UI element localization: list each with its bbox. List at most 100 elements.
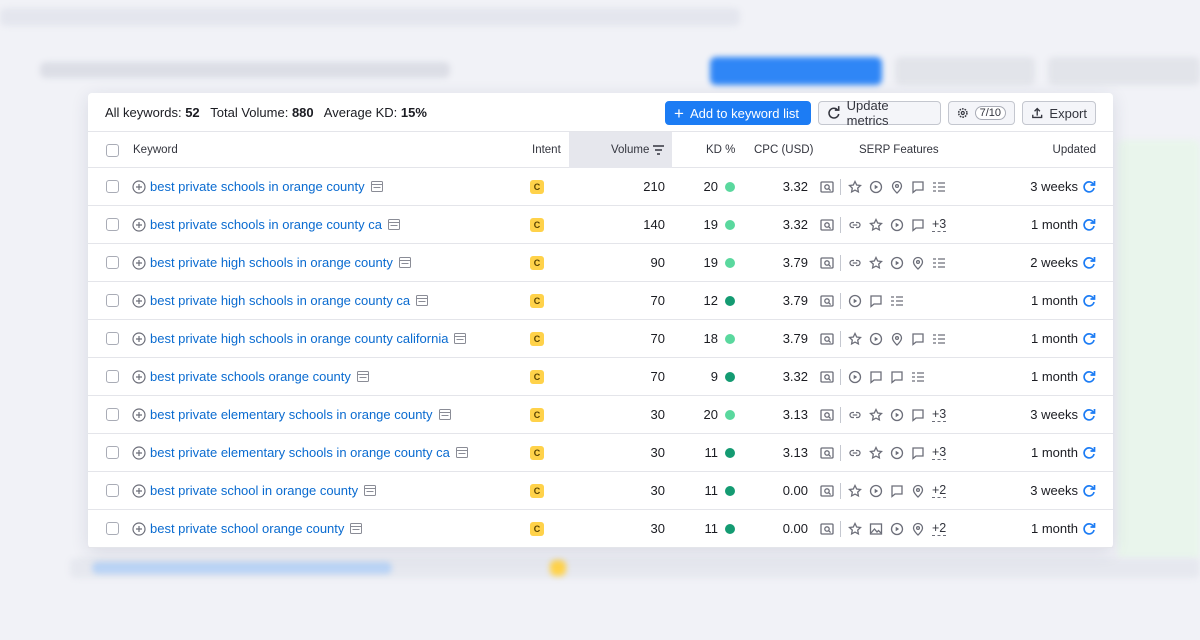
serp-icon [911, 180, 925, 194]
add-icon[interactable] [132, 446, 146, 463]
refresh-icon[interactable] [1082, 256, 1096, 273]
add-icon[interactable] [132, 294, 146, 311]
updated: 1 month [1031, 521, 1078, 536]
serp-icon [869, 522, 883, 536]
keyword-link[interactable]: best private high schools in orange coun… [150, 331, 449, 346]
kd: 11 [704, 445, 719, 460]
keyword-link[interactable]: best private school orange county [150, 521, 345, 536]
label: Export [1049, 105, 1087, 121]
keyword-link[interactable]: best private high schools in orange coun… [150, 255, 393, 270]
serp-icon [890, 256, 904, 270]
keyword-cell: best private schools in orange county ca [150, 206, 400, 243]
serp-features: +3 [820, 396, 947, 433]
label: All keywords: [105, 105, 182, 120]
refresh-icon[interactable] [1082, 294, 1096, 311]
row-checkbox[interactable] [106, 218, 119, 231]
serp-icon [820, 368, 841, 385]
serp-snapshot-icon[interactable] [438, 409, 451, 420]
keyword-link[interactable]: best private schools orange county [150, 369, 351, 384]
header[interactable]: Volume [611, 144, 650, 156]
serp-features [820, 244, 946, 281]
serp-icon [932, 180, 946, 194]
export-button[interactable]: Export [1022, 101, 1096, 125]
backdrop-badge [550, 560, 566, 576]
updated: 1 month [1031, 445, 1078, 460]
add-icon[interactable] [132, 370, 146, 387]
keyword-link[interactable]: best private schools in orange county [150, 179, 365, 194]
kd-dot [725, 372, 735, 382]
serp-more[interactable]: +3 [932, 217, 947, 232]
add-icon[interactable] [132, 180, 146, 197]
add-icon[interactable] [132, 522, 146, 539]
serp-snapshot-icon[interactable] [416, 295, 429, 306]
keyword-link[interactable]: best private elementary schools in orang… [150, 407, 433, 422]
kd: 18 [703, 331, 718, 346]
serp-snapshot-icon[interactable] [454, 333, 467, 344]
cpc: 3.32 [782, 217, 808, 232]
row-checkbox[interactable] [106, 256, 119, 269]
serp-snapshot-icon[interactable] [350, 523, 363, 534]
keyword-cell: best private high schools in orange coun… [150, 282, 429, 319]
serp-more[interactable]: +2 [932, 521, 947, 536]
refresh-icon[interactable] [1082, 522, 1096, 539]
row-checkbox[interactable] [106, 370, 119, 383]
row-checkbox[interactable] [106, 484, 119, 497]
settings-button[interactable]: 7/10 [948, 101, 1015, 125]
serp-more[interactable]: +3 [932, 407, 947, 422]
keyword-cell: best private elementary schools in orang… [150, 434, 468, 471]
serp-snapshot-icon[interactable] [370, 181, 383, 192]
refresh-icon[interactable] [1082, 484, 1096, 501]
icon [957, 108, 968, 118]
update-button[interactable]: Update metrics [818, 98, 941, 128]
add-icon[interactable] [132, 484, 146, 501]
table-row: best private high schools in orange coun… [88, 244, 1113, 282]
intent-badge: C [530, 294, 544, 308]
refresh-icon[interactable] [1082, 332, 1096, 349]
kd: 20 [703, 407, 718, 422]
row-checkbox[interactable] [106, 408, 119, 421]
add-icon[interactable] [132, 408, 146, 425]
serp-snapshot-icon[interactable] [387, 219, 400, 230]
header[interactable]: Updated [1052, 144, 1096, 156]
add-icon[interactable] [132, 218, 146, 235]
row-checkbox[interactable] [106, 294, 119, 307]
intent-badge: C [530, 522, 544, 536]
intent-badge: C [530, 218, 544, 232]
row-checkbox[interactable] [106, 332, 119, 345]
row-checkbox[interactable] [106, 446, 119, 459]
table-row: best private schools in orange county C 21… [88, 168, 1113, 206]
header[interactable]: KD % [706, 144, 736, 156]
refresh-icon[interactable] [1082, 370, 1096, 387]
keyword-link[interactable]: best private schools in orange county ca [150, 217, 382, 232]
refresh-icon[interactable] [1082, 218, 1096, 235]
serp-icon [890, 484, 904, 498]
cpc: 3.79 [782, 293, 808, 308]
serp-snapshot-icon[interactable] [364, 485, 377, 496]
serp-more[interactable]: +3 [932, 445, 947, 460]
refresh-icon[interactable] [1082, 180, 1096, 197]
row-checkbox[interactable] [106, 522, 119, 535]
header[interactable]: Intent [532, 144, 561, 156]
header[interactable]: CPC (USD) [754, 144, 814, 156]
table-header: Keyword Intent Volume KD % CPC (USD) SER… [88, 131, 1113, 168]
keyword-link[interactable]: best private elementary schools in orang… [150, 445, 450, 460]
serp-more[interactable]: +2 [932, 483, 947, 498]
keyword-link[interactable]: best private school in orange county [150, 483, 359, 498]
serp-features: +2 [820, 510, 947, 547]
serp-snapshot-icon[interactable] [356, 371, 369, 382]
serp-icon [848, 179, 862, 194]
add-button[interactable]: + Add to keyword list [665, 101, 811, 125]
select-all[interactable] [106, 144, 119, 157]
add-icon[interactable] [132, 256, 146, 273]
serp-icon [869, 370, 883, 384]
refresh-icon[interactable] [1082, 446, 1096, 463]
intent-badge: C [530, 332, 544, 346]
add-icon[interactable] [132, 332, 146, 349]
refresh-icon[interactable] [1082, 408, 1096, 425]
serp-snapshot-icon[interactable] [455, 447, 468, 458]
serp-snapshot-icon[interactable] [398, 257, 411, 268]
serp-icon [848, 294, 862, 308]
row-checkbox[interactable] [106, 180, 119, 193]
keyword-link[interactable]: best private high schools in orange coun… [150, 293, 411, 308]
